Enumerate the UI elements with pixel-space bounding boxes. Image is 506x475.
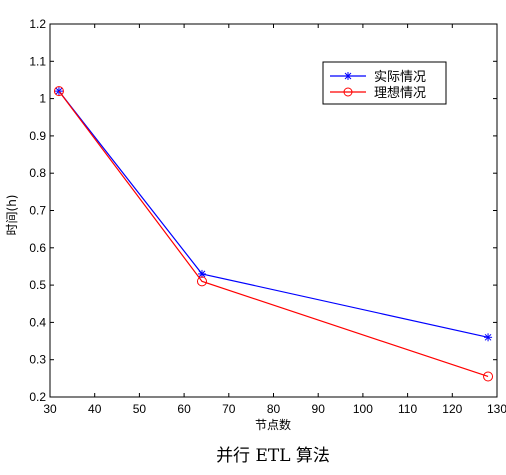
- series-layer: [53, 86, 494, 382]
- data-point-circle: [196, 276, 207, 287]
- legend-label-2: 理想情况: [374, 85, 426, 101]
- x-tick-label: 60: [177, 402, 191, 416]
- x-tick-label: 50: [133, 402, 147, 416]
- x-tick-label: 110: [398, 402, 417, 416]
- legend-marker-circle: [343, 87, 353, 97]
- y-tick-label: 1.1: [29, 54, 46, 68]
- data-point-star: [484, 333, 493, 342]
- y-tick-label: 0.2: [29, 390, 46, 404]
- series-line-2: [58, 90, 489, 378]
- y-tick-label: 0.6: [29, 241, 46, 255]
- x-tick-label: 90: [312, 402, 326, 416]
- y-axis-ticks: 0.2 0.3 0.4 0.5 0.6 0.7 0.8 0.9 1 1.1 1.2: [29, 17, 497, 404]
- y-tick-label: 0.7: [29, 204, 46, 218]
- y-tick-label: 1: [39, 92, 46, 106]
- x-tick-label: 120: [442, 402, 462, 416]
- y-tick-label: 0.4: [29, 315, 46, 329]
- legend-marker-star: [344, 72, 352, 80]
- x-tick-label: 80: [267, 402, 281, 416]
- x-tick-label: 70: [222, 402, 236, 416]
- y-tick-label: 1.2: [29, 17, 46, 31]
- x-axis-ticks: 30 40 50 60 70 80 90 100 110 120 130: [43, 24, 506, 416]
- y-tick-label: 0.5: [29, 278, 46, 292]
- x-axis-label: 节点数: [255, 417, 291, 432]
- figure-caption: 并行 ETL 算法: [216, 446, 330, 466]
- data-point-circle: [483, 371, 494, 382]
- y-tick-label: 0.3: [29, 353, 46, 367]
- y-tick-label: 0.9: [29, 129, 46, 143]
- data-point-circle: [53, 86, 64, 97]
- legend-box: [322, 61, 447, 105]
- x-tick-label: 40: [88, 402, 102, 416]
- y-axis-label: 时间(h): [5, 195, 19, 236]
- x-tick-label: 30: [43, 402, 57, 416]
- x-tick-label: 130: [487, 402, 506, 416]
- x-tick-label: 100: [353, 402, 373, 416]
- y-tick-label: 0.8: [29, 166, 46, 180]
- legend-label-1: 实际情况: [374, 70, 426, 85]
